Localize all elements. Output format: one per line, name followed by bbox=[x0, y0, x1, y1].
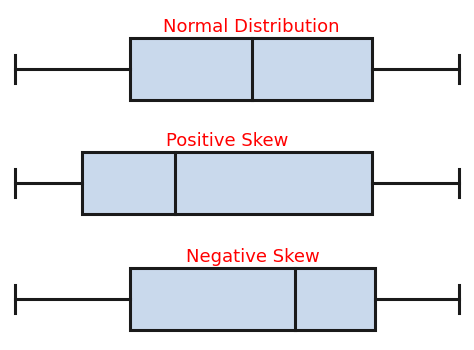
Text: Positive Skew: Positive Skew bbox=[166, 132, 288, 150]
Bar bbox=[130, 268, 375, 330]
Bar bbox=[82, 152, 372, 214]
Bar bbox=[130, 38, 372, 100]
Text: Negative Skew: Negative Skew bbox=[186, 248, 319, 266]
Text: Normal Distribution: Normal Distribution bbox=[163, 18, 339, 36]
